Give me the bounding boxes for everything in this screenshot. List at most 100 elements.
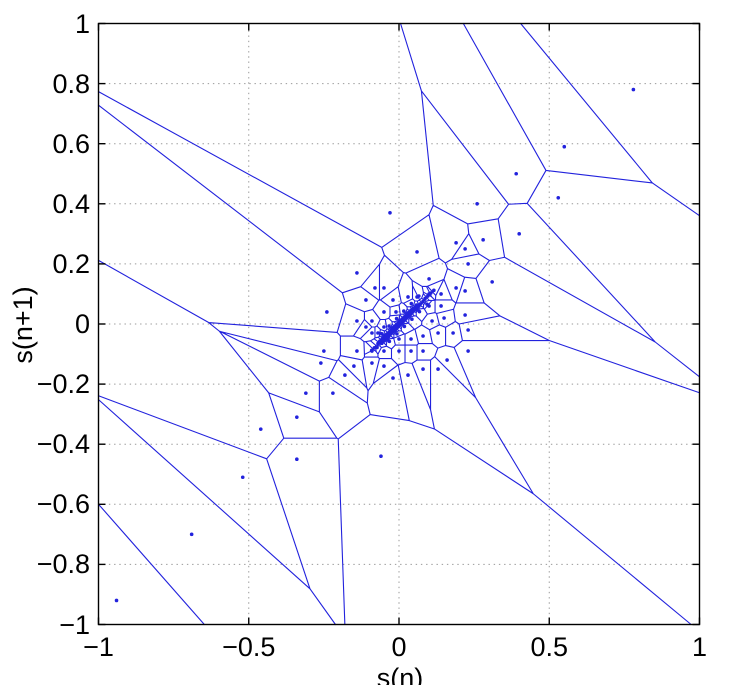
x-tick-label: 1: [691, 632, 708, 662]
data-point: [408, 312, 413, 317]
data-point: [562, 144, 567, 149]
data-point: [382, 310, 386, 314]
y-tick-label: −0.2: [36, 369, 90, 400]
y-tick-label: −1: [59, 609, 90, 640]
data-point: [421, 334, 425, 338]
data-point: [189, 532, 194, 537]
data-point: [463, 313, 467, 317]
data-point: [114, 598, 119, 603]
data-point: [409, 301, 414, 306]
data-point: [490, 280, 494, 284]
data-point: [421, 349, 425, 353]
data-point: [454, 286, 458, 290]
data-point: [417, 294, 421, 298]
y-tick-label: 0.6: [52, 128, 90, 159]
data-point: [372, 345, 377, 350]
data-point: [352, 364, 356, 368]
data-point: [380, 341, 384, 346]
data-point: [556, 195, 561, 200]
data-point: [393, 327, 398, 332]
data-point: [343, 373, 347, 377]
data-point: [379, 454, 383, 459]
data-point: [319, 361, 323, 365]
x-tick-label: −1: [83, 632, 114, 662]
y-tick-label: −0.6: [36, 489, 90, 520]
data-point: [404, 317, 408, 321]
y-tick-label: −0.4: [36, 429, 90, 460]
data-point: [370, 331, 374, 335]
data-point: [258, 427, 263, 431]
y-tick-label: −0.8: [36, 549, 90, 580]
data-point: [382, 325, 386, 329]
data-point: [376, 331, 380, 335]
data-point: [466, 328, 470, 332]
data-point: [454, 241, 458, 245]
data-point: [415, 250, 419, 254]
data-point: [463, 247, 467, 251]
data-point: [436, 331, 440, 335]
data-point: [355, 349, 359, 353]
data-point: [442, 316, 446, 320]
data-point: [325, 310, 329, 314]
data-point: [430, 319, 434, 323]
data-point: [355, 271, 359, 275]
data-point: [394, 316, 399, 321]
data-point: [382, 286, 386, 290]
y-tick-label: 0.4: [52, 188, 90, 219]
data-point: [386, 334, 391, 339]
data-point: [421, 299, 425, 304]
y-tick-label: 1: [74, 8, 90, 39]
data-point: [304, 391, 308, 395]
x-tick-label: 0: [391, 632, 407, 662]
data-point: [411, 310, 415, 314]
data-point: [402, 324, 407, 329]
data-point: [387, 324, 391, 328]
data-point: [514, 171, 518, 176]
data-point: [391, 376, 395, 380]
data-point: [439, 304, 443, 308]
data-point: [631, 87, 636, 92]
data-point: [382, 339, 387, 343]
data-point: [331, 391, 335, 395]
data-point: [394, 310, 398, 314]
data-point: [364, 298, 368, 302]
data-point: [445, 358, 449, 362]
data-point: [402, 309, 406, 313]
data-point: [295, 457, 299, 462]
y-tick-label: 0: [74, 309, 90, 339]
y-tick-label: 0.8: [52, 68, 90, 99]
data-point: [388, 211, 392, 215]
data-point: [423, 296, 427, 301]
x-tick-label: −0.5: [222, 632, 276, 662]
data-point: [410, 317, 414, 321]
data-point: [387, 339, 392, 344]
data-point: [481, 238, 485, 242]
x-axis-label: s(n): [376, 663, 424, 685]
data-point: [355, 319, 359, 323]
data-point: [397, 349, 401, 353]
data-point: [517, 232, 521, 236]
data-point: [397, 337, 401, 341]
data-point: [369, 348, 374, 353]
data-point: [373, 286, 377, 290]
data-point: [382, 364, 386, 368]
data-point: [418, 302, 423, 306]
data-point: [391, 330, 395, 334]
data-point: [364, 325, 368, 329]
data-point: [439, 292, 443, 296]
data-point: [426, 294, 430, 298]
data-point: [466, 349, 470, 353]
data-point: [370, 319, 374, 323]
data-point: [391, 298, 395, 302]
y-tick-label: 0.2: [52, 248, 90, 279]
data-point: [406, 373, 410, 377]
data-point: [409, 349, 413, 353]
data-point: [295, 415, 299, 419]
data-point: [406, 295, 410, 299]
data-point: [413, 307, 417, 312]
data-point: [375, 345, 379, 350]
data-point: [322, 349, 326, 353]
data-point: [466, 262, 470, 266]
data-point: [395, 332, 399, 336]
